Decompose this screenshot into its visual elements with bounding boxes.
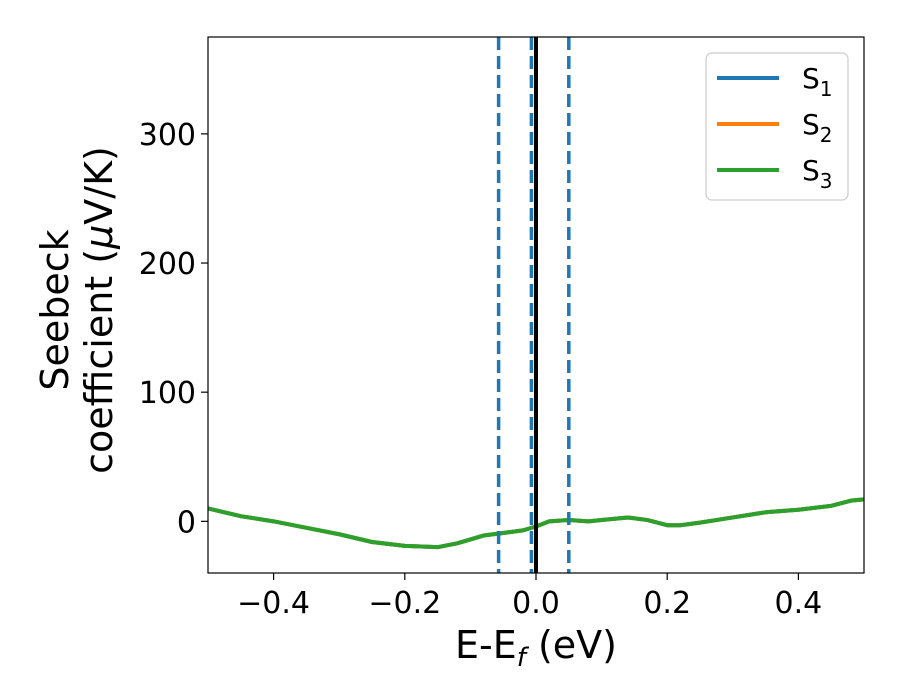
x-tick-label: 0.0 xyxy=(512,586,560,621)
x-tick-label: 0.4 xyxy=(775,586,823,621)
x-axis-label: E-Ef (eV) xyxy=(455,623,617,673)
x-axis-label-base: E-E xyxy=(455,623,517,667)
legend-box xyxy=(705,52,849,201)
series-line-s3 xyxy=(208,497,864,550)
legend-label-s1: S1 xyxy=(802,62,833,101)
x-tick-label: 0.2 xyxy=(643,586,691,621)
x-tick-label: −0.4 xyxy=(237,586,310,621)
y-tick-label: 200 xyxy=(139,247,196,282)
y-axis-label-line2-suffix: V/K) xyxy=(77,146,121,225)
y-tick-label: 100 xyxy=(139,376,196,411)
y-axis-label-mu: μ xyxy=(77,225,121,250)
axis-ticks: −0.4 −0.2 0.0 0.2 0.4 0 100 200 300 xyxy=(139,118,823,621)
legend-label-s2: S2 xyxy=(802,108,833,147)
y-axis-label-line2: coefficient (μV/K) xyxy=(77,146,121,474)
legend-label-s3: S3 xyxy=(802,154,833,193)
y-axis-label-line2-prefix: coefficient ( xyxy=(77,249,121,474)
x-tick-label: −0.2 xyxy=(368,586,441,621)
x-axis-label-suffix: (eV) xyxy=(526,623,617,667)
y-tick-label: 300 xyxy=(139,118,196,153)
y-axis-label-line1: Seebeck xyxy=(33,229,77,390)
plot-area xyxy=(208,37,864,573)
y-axis-label: Seebeck coefficient (μV/K) xyxy=(33,146,121,474)
plot-frame xyxy=(207,36,865,574)
legend: S1 S2 S3 xyxy=(705,52,849,201)
y-tick-label: 0 xyxy=(177,505,196,540)
